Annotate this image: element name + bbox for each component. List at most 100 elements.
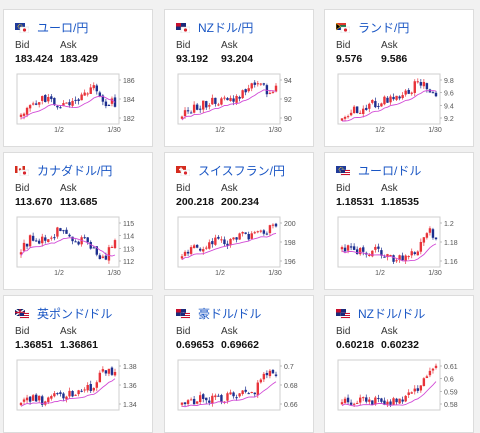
candle-body [101,95,105,102]
candlestick-chart[interactable]: 1.38 1.36 1.34 [15,356,143,418]
rate-card-aud-usd[interactable]: 豪ドル/ドル Bid Ask 0.69653 0.69662 0.7 0.68 0.66 [164,295,314,433]
candle-body [355,106,359,114]
x-tick-label: 1/30 [428,270,442,277]
candle-body [220,239,223,241]
candle-body [422,81,426,87]
candle-body [110,367,114,375]
card-title[interactable]: ユーロ/ドル [336,162,421,179]
card-title[interactable]: NZドル/円 [176,19,253,36]
candle-body [59,228,62,232]
bid-label: Bid [336,40,351,51]
candle-body [395,95,398,100]
ask-value: 0.69662 [221,339,259,351]
candlestick-chart[interactable]: 1.2 1.18 1.16 1/2 1/30 [336,213,464,277]
candle-body [346,245,350,251]
candle-body [425,233,429,238]
candle-body [262,373,266,380]
ask-label: Ask [221,40,238,51]
rate-card-cad-jpy[interactable]: カナダドル/円 Bid Ask 113.670 113.685 115 114 113 1… [3,152,153,290]
candle-body [214,97,217,104]
card-title-label: ランド/円 [358,21,410,35]
candle-body [56,227,59,237]
candlestick-chart[interactable]: 200 198 196 1/2 1/30 [176,213,304,277]
moving-average-line [341,381,437,407]
candle-body [268,370,272,377]
rate-card-eur-jpy[interactable]: ユーロ/円 Bid Ask 183.424 183.429 186 184 182 1/2… [3,9,153,147]
candle-body [217,236,220,239]
candle-body [198,248,202,251]
candle-body [77,241,80,245]
card-title-label: NZドル/ドル [358,307,426,321]
candle-body [398,96,401,99]
ask-label: Ask [381,326,398,337]
candle-body [265,85,269,95]
rate-card-zar-jpy[interactable]: ランド/円 Bid Ask 9.576 9.586 9.8 9.6 9.4 9.2 1/2 1… [324,9,474,147]
candle-body [180,402,184,405]
candle-body [416,251,420,256]
candle-body [352,106,356,114]
candle-body [410,392,413,394]
bid-label: Bid [15,326,30,337]
candle-body [89,87,92,94]
candle-body [95,246,99,255]
candle-body [107,105,111,107]
candle-body [419,241,423,252]
ask-value: 183.429 [60,53,98,65]
candle-body [180,116,184,119]
candle-body [104,370,108,374]
y-tick-label: 184 [123,97,135,104]
candlestick-chart[interactable]: 0.7 0.68 0.66 [176,356,304,418]
candle-body [59,392,62,395]
rate-card-nzd-jpy[interactable]: NZドル/円 Bid Ask 93.192 93.204 94 92 90 1/2 1/30 [164,9,314,147]
candle-body [186,110,190,112]
candle-body [425,376,429,379]
x-tick-label: 1/2 [54,127,64,134]
rate-card-eur-usd[interactable]: ユーロ/ドル Bid Ask 1.18531 1.18535 1.2 1.18 1.16… [324,152,474,290]
y-tick-label: 0.6 [444,377,454,384]
candle-body [398,255,401,260]
rate-card-chf-jpy[interactable]: スイスフラン/円 Bid Ask 200.218 200.234 200 198 196… [164,152,314,290]
candle-body [238,393,241,397]
y-tick-label: 1.16 [444,259,458,266]
flag-icon [176,22,190,33]
candle-body [377,398,380,400]
candle-body [422,237,426,243]
candle-body [192,398,196,405]
y-tick-label: 1.34 [123,402,137,409]
card-title[interactable]: ユーロ/円 [15,19,88,36]
card-title[interactable]: 英ポンド/ドル [15,305,112,322]
candle-body [428,228,432,233]
rate-card-nzd-usd[interactable]: NZドル/ドル Bid Ask 0.60218 0.60232 0.61 0.6 0.5… [324,295,474,433]
candle-body [214,237,217,245]
candle-body [419,385,423,391]
card-title[interactable]: NZドル/ドル [336,305,425,322]
candle-body [186,251,190,254]
candle-body [104,101,108,107]
candle-body [183,402,187,405]
card-title[interactable]: スイスフラン/円 [176,162,285,179]
candle-body [186,400,190,404]
candlestick-chart[interactable]: 9.8 9.6 9.4 9.2 1/2 1/30 [336,70,464,134]
bid-label: Bid [336,183,351,194]
candle-body [401,399,404,402]
candle-body [189,399,193,401]
candle-body [74,394,77,396]
candle-body [416,388,420,391]
card-title[interactable]: カナダドル/円 [15,162,112,179]
candlestick-chart[interactable]: 0.61 0.6 0.59 0.58 [336,356,464,418]
y-tick-label: 115 [123,221,134,228]
candle-body [349,402,353,405]
candle-body [98,255,102,260]
y-tick-label: 112 [123,259,134,266]
card-title[interactable]: 豪ドル/ドル [176,305,261,322]
candle-body [71,100,74,106]
rate-card-gbp-usd[interactable]: 英ポンド/ドル Bid Ask 1.36851 1.36861 1.38 1.36 1.… [3,295,153,433]
candlestick-chart[interactable]: 186 184 182 1/2 1/30 [15,70,143,134]
ask-value: 1.18535 [381,196,419,208]
candle-body [383,96,386,105]
candlestick-chart[interactable]: 94 92 90 1/2 1/30 [176,70,304,134]
candle-body [198,395,202,403]
candlestick-chart[interactable]: 115 114 113 112 1/2 1/30 [15,213,143,277]
card-title[interactable]: ランド/円 [336,19,409,36]
candle-body [226,393,229,401]
